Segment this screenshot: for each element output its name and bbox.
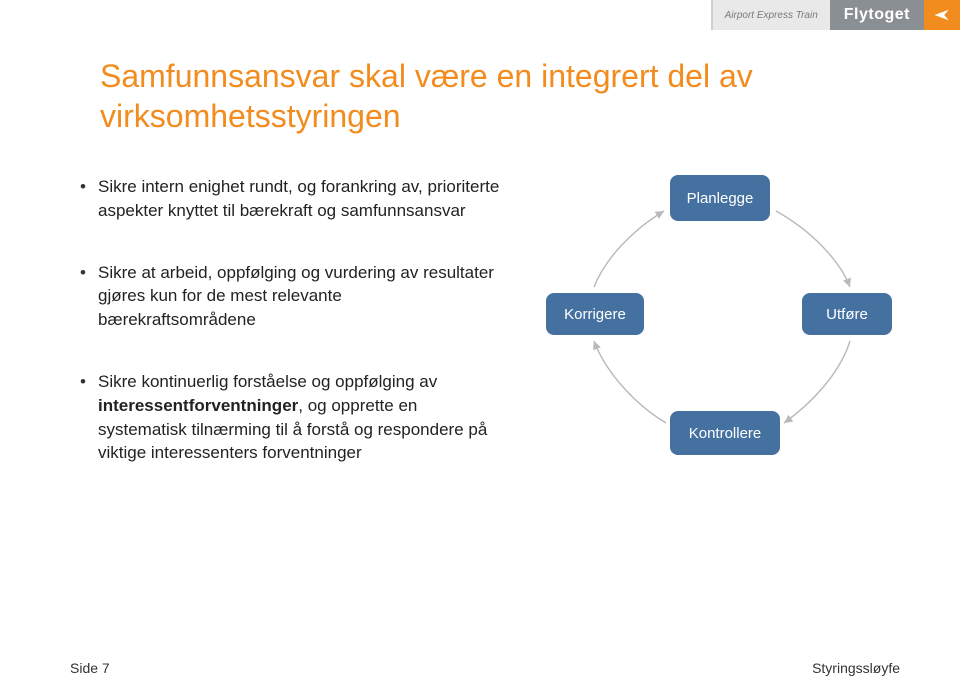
brand-plane-icon (924, 0, 960, 30)
bullet-bold: interessentforventninger (98, 396, 298, 415)
brand-subtitle: Airport Express Train (711, 0, 830, 30)
cycle-arrow (784, 341, 850, 423)
page-number: Side 7 (70, 660, 110, 676)
diagram-caption: Styringssløyfe (812, 660, 900, 676)
content-area: Sikre intern enighet rundt, og forankrin… (80, 175, 880, 625)
bullet-text: Sikre intern enighet rundt, og forankrin… (98, 177, 499, 220)
cycle-node-utfore: Utføre (802, 293, 892, 335)
cycle-arrow (594, 341, 666, 423)
bullet-item: Sikre kontinuerlig forståelse og oppfølg… (80, 370, 500, 465)
bullet-text: Sikre kontinuerlig forståelse og oppfølg… (98, 372, 437, 391)
bullet-text: Sikre at arbeid, oppfølging og vurdering… (98, 263, 494, 330)
brand-name: Flytoget (830, 0, 924, 30)
bullet-item: Sikre at arbeid, oppfølging og vurdering… (80, 261, 500, 332)
cycle-node-kontrollere: Kontrollere (670, 411, 780, 455)
cycle-diagram: Planlegge Utføre Kontrollere Korrigere (540, 175, 900, 535)
cycle-arrow (594, 211, 664, 287)
cycle-arrows (540, 175, 900, 535)
brand-bar: Airport Express Train Flytoget (711, 0, 960, 30)
bullet-list: Sikre intern enighet rundt, og forankrin… (80, 175, 500, 465)
cycle-arrow (776, 211, 850, 287)
bullet-item: Sikre intern enighet rundt, og forankrin… (80, 175, 500, 223)
cycle-node-planlegge: Planlegge (670, 175, 770, 221)
cycle-node-korrigere: Korrigere (546, 293, 644, 335)
page-title: Samfunnsansvar skal være en integrert de… (100, 56, 840, 136)
